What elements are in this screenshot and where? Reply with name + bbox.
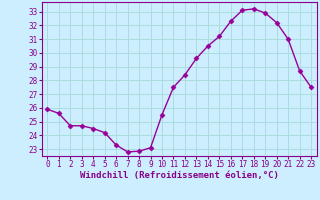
X-axis label: Windchill (Refroidissement éolien,°C): Windchill (Refroidissement éolien,°C) [80, 171, 279, 180]
